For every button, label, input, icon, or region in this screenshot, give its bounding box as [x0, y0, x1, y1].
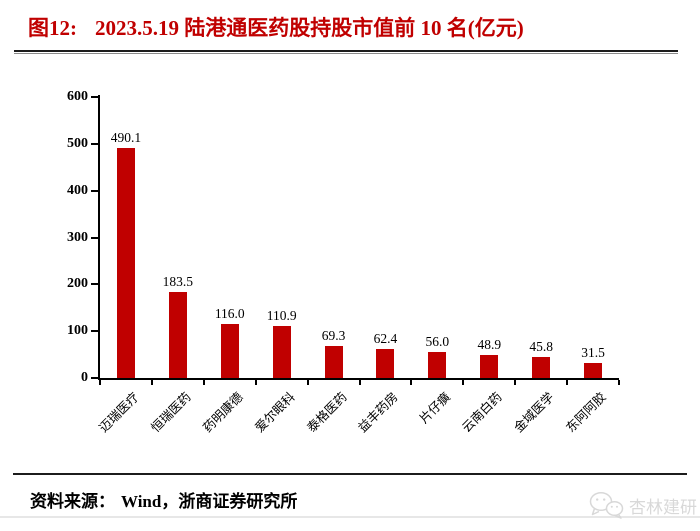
category-label: 金域医学	[344, 387, 557, 435]
bar	[168, 292, 187, 378]
y-axis-tick	[91, 189, 98, 192]
x-axis-tick	[202, 380, 205, 385]
x-axis-tick	[306, 380, 309, 385]
watermark-text: 杏林建研	[629, 497, 697, 517]
figure-title: 图12: 2023.5.19 陆港通医药股持股市值前 10 名(亿元)	[28, 12, 524, 42]
bar	[480, 355, 499, 378]
wechat-icon	[589, 491, 624, 519]
y-axis-label: 300	[67, 229, 88, 245]
category-label-text: 云南白药	[459, 389, 505, 436]
x-axis-tick	[358, 380, 361, 385]
y-axis-label: 500	[67, 135, 88, 151]
category-label: 东阿阿胶	[396, 387, 609, 435]
x-axis-tick	[99, 380, 101, 385]
category-label-text: 东阿阿胶	[563, 389, 609, 436]
figure-title-text: 2023.5.19 陆港通医药股持股市值前 10 名(亿元)	[95, 16, 524, 40]
x-axis-tick	[462, 380, 465, 385]
bar-value-label: 31.5	[581, 345, 605, 361]
category-label: 云南白药	[292, 387, 505, 435]
category-label-text: 片仔癀	[416, 389, 454, 427]
y-axis-tick	[91, 236, 98, 239]
x-axis-tick	[618, 380, 620, 385]
category-label: 迈瑞医疗	[0, 387, 141, 435]
source-label: 资料来源：	[30, 492, 115, 511]
y-axis-label: 400	[67, 182, 88, 198]
category-label-text: 泰格医药	[304, 389, 350, 436]
category-label: 片仔癀	[240, 387, 453, 426]
figure-number-label: 图12:	[28, 16, 77, 40]
bar	[428, 351, 447, 378]
category-label: 泰格医药	[137, 387, 349, 435]
bar-value-label: 116.0	[214, 305, 245, 321]
bar-value-label: 45.8	[529, 338, 553, 354]
bar	[272, 326, 291, 378]
category-label: 药明康德	[33, 387, 245, 435]
source-line: 资料来源： Wind，浙商证券研究所	[30, 487, 297, 512]
category-label: 益丰药房	[188, 387, 401, 435]
y-axis-label: 0	[81, 370, 88, 385]
watermark: 杏林建研	[588, 491, 697, 519]
category-label-text: 爱尔眼科	[252, 389, 298, 436]
bar	[324, 345, 343, 378]
y-axis-tick	[91, 142, 98, 145]
y-axis-line	[98, 95, 100, 380]
y-axis-tick	[91, 330, 98, 333]
bar-value-label: 56.0	[425, 333, 450, 349]
title-separator	[14, 50, 678, 54]
x-axis-tick	[514, 380, 517, 385]
bar-value-label: 62.4	[373, 330, 398, 346]
category-label: 恒瑞医药	[0, 387, 193, 435]
category-label-text: 恒瑞医药	[148, 389, 194, 436]
y-axis-label: 100	[67, 323, 88, 339]
x-axis-tick	[566, 380, 569, 385]
category-label-text: 迈瑞医疗	[96, 389, 142, 436]
y-axis-label: 200	[67, 276, 88, 292]
category-label-text: 药明康德	[200, 389, 246, 436]
footer-separator	[13, 473, 687, 475]
bar	[584, 363, 603, 378]
y-axis-tick	[91, 377, 98, 379]
bar-value-label: 48.9	[477, 337, 502, 353]
bar	[220, 323, 239, 378]
bar-value-label: 490.1	[110, 130, 142, 146]
y-axis-label: 600	[67, 89, 88, 104]
category-label-text: 益丰药房	[355, 389, 402, 436]
bar	[532, 356, 551, 378]
category-label: 爱尔眼科	[85, 387, 297, 435]
bar	[116, 148, 135, 378]
bar-value-label: 69.3	[321, 327, 346, 343]
source-text: Wind，浙商证券研究所	[121, 492, 298, 511]
bottom-border	[0, 516, 700, 518]
x-axis-line	[98, 378, 619, 380]
bar-value-label: 110.9	[266, 308, 297, 324]
bar	[376, 348, 395, 378]
x-axis-tick	[410, 380, 413, 385]
category-label-text: 金域医学	[511, 389, 557, 436]
y-axis-tick	[91, 283, 98, 286]
y-axis-tick	[91, 96, 98, 98]
x-axis-tick	[150, 380, 153, 385]
x-axis-tick	[254, 380, 257, 385]
bar-value-label: 183.5	[162, 274, 194, 290]
